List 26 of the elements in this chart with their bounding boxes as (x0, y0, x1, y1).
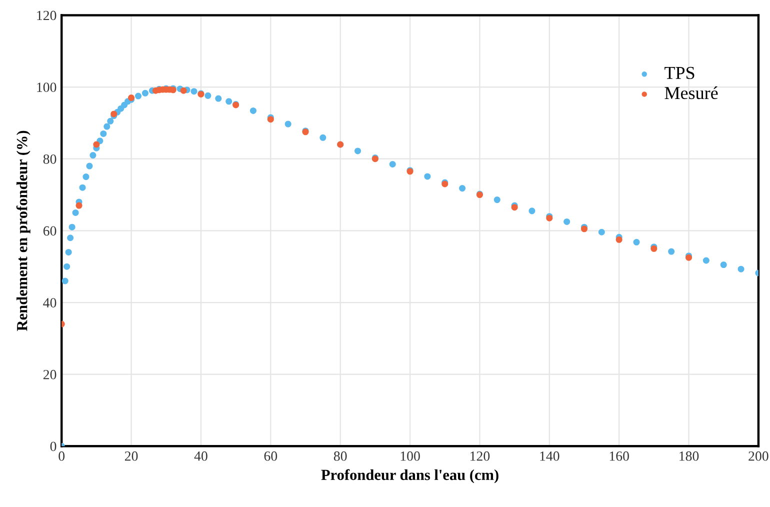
point (180, 87, 187, 94)
legend-label: TPS (664, 66, 694, 80)
x-tick-label: 20 (124, 451, 138, 461)
x-tick-label: 0 (58, 451, 65, 461)
x-tick-label: 60 (264, 451, 278, 461)
x-tick-label: 140 (540, 451, 560, 461)
y-tick-label: 120 (37, 10, 56, 20)
point (93, 141, 100, 148)
y-tick-label: 20 (43, 370, 56, 380)
x-tick-label: 200 (748, 451, 768, 461)
x-tick-label: 80 (334, 451, 347, 461)
point (76, 202, 82, 209)
legend-label: Mesuré (664, 86, 718, 100)
y-tick-label: 0 (50, 442, 56, 452)
y-tick-label: 60 (43, 226, 56, 236)
y-tick-label: 40 (43, 298, 56, 308)
x-axis-title: Profondeur dans l'eau (cm) (321, 469, 498, 484)
x-tick-label: 180 (680, 451, 699, 461)
y-tick-label: 80 (43, 154, 56, 164)
x-tick-label: 120 (470, 451, 490, 461)
x-tick-label: 100 (400, 451, 420, 461)
point (616, 236, 622, 243)
y-axis-title: Rendement en profondeur (%) (16, 130, 30, 331)
y-tick-label: 100 (37, 82, 56, 92)
x-tick-label: 40 (194, 451, 208, 461)
x-tick-label: 160 (610, 451, 629, 461)
